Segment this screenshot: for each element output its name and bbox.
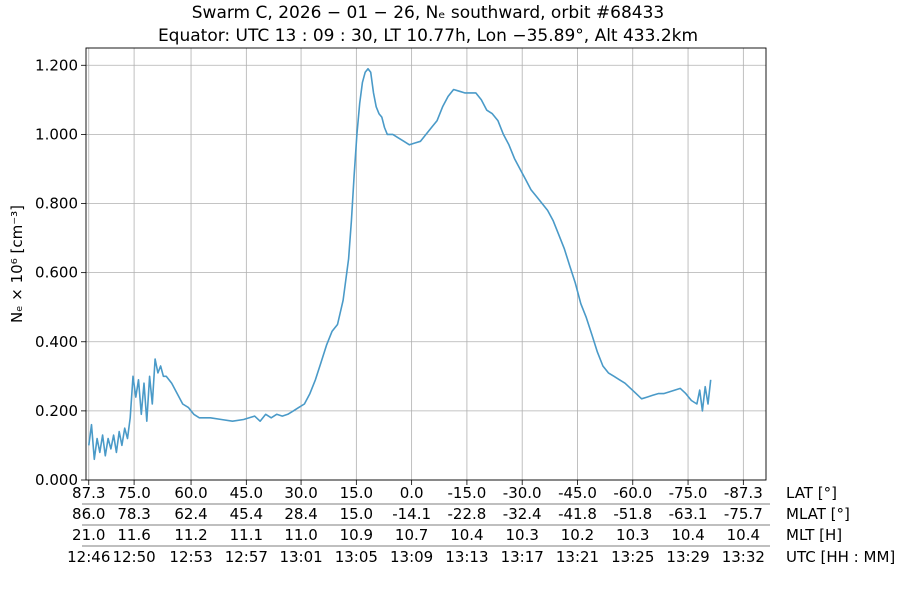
x-row-label: 15.0 xyxy=(340,484,373,502)
y-tick-label: 0.000 xyxy=(35,471,78,489)
x-row-label: 13:21 xyxy=(556,548,599,566)
y-tick-label: 0.600 xyxy=(35,264,78,282)
chart-title-line-2: Equator: UTC 13 : 09 : 30, LT 10.77h, Lo… xyxy=(158,26,698,46)
x-row-label: 15.0 xyxy=(340,505,373,523)
x-row-label: 10.7 xyxy=(395,526,428,544)
x-row-label: 10.4 xyxy=(450,526,483,544)
x-row-label: -63.1 xyxy=(669,505,708,523)
plot-frame xyxy=(85,47,767,481)
data-series xyxy=(88,67,712,461)
x-row-label: -45.0 xyxy=(558,484,597,502)
x-row-label: 12:53 xyxy=(169,548,212,566)
x-row-label: 13:01 xyxy=(279,548,322,566)
x-row-label: 13:25 xyxy=(611,548,654,566)
x-row-label: -51.8 xyxy=(613,505,652,523)
x-row-label: -75.7 xyxy=(724,505,763,523)
x-row-label: -60.0 xyxy=(613,484,652,502)
x-row-label: -32.4 xyxy=(503,505,542,523)
x-row-label: -22.8 xyxy=(448,505,487,523)
x-row-label: 45.0 xyxy=(230,484,263,502)
x-row-label: 12:46 xyxy=(67,548,110,566)
x-row-label: 13:05 xyxy=(335,548,378,566)
x-row-name: MLAT [°] xyxy=(786,505,850,523)
grid-lines xyxy=(86,48,766,481)
y-tick-label: 0.400 xyxy=(35,333,78,351)
y-axis-label: Nₑ × 10⁶ [cm⁻³] xyxy=(8,205,26,323)
x-row-label: 87.3 xyxy=(72,484,105,502)
x-row-label: -75.0 xyxy=(669,484,708,502)
x-row-label: 13:13 xyxy=(445,548,488,566)
x-row-label: -41.8 xyxy=(558,505,597,523)
x-row-label: 13:09 xyxy=(390,548,433,566)
y-tick-label: 0.800 xyxy=(35,195,78,213)
x-row-label: -87.3 xyxy=(724,484,763,502)
x-row-label: 12:57 xyxy=(225,548,268,566)
x-row-label: 11.2 xyxy=(174,526,207,544)
x-row-label: 10.2 xyxy=(561,526,594,544)
x-row-label: 0.0 xyxy=(400,484,424,502)
y-tick-label: 0.200 xyxy=(35,402,78,420)
x-row-label: 30.0 xyxy=(284,484,317,502)
x-row-label: -15.0 xyxy=(448,484,487,502)
x-row-label: 11.6 xyxy=(117,526,150,544)
x-row-label: 13:32 xyxy=(722,548,765,566)
series-line xyxy=(88,67,712,461)
y-tick-label: 1.200 xyxy=(35,56,78,74)
x-row-name: UTC [HH : MM] xyxy=(786,548,895,566)
x-row-label: 75.0 xyxy=(117,484,150,502)
x-row-name: LAT [°] xyxy=(786,484,837,502)
chart-title-line-1: Swarm C, 2026 − 01 − 26, Nₑ southward, o… xyxy=(192,3,664,23)
x-row-label: 11.0 xyxy=(284,526,317,544)
x-row-label: 11.1 xyxy=(230,526,263,544)
x-row-label: -30.0 xyxy=(503,484,542,502)
x-row-label: 21.0 xyxy=(72,526,105,544)
x-row-label: 10.4 xyxy=(671,526,704,544)
x-row-label: 12:50 xyxy=(112,548,155,566)
x-row-label: 13:29 xyxy=(666,548,709,566)
x-label-rows: 87.3 75.0 60.0 45.0 30.0 15.0 0.0 -15.0 -30.0 -45… xyxy=(67,484,895,566)
x-row-label: 78.3 xyxy=(117,505,150,523)
y-tick-label: 1.000 xyxy=(35,125,78,143)
x-row-label: 10.3 xyxy=(616,526,649,544)
y-axis-ticks: 0.000 0.200 0.400 0.600 0.800 1.000 1.200 xyxy=(35,56,86,489)
x-row-label: 86.0 xyxy=(72,505,105,523)
x-row-label: 45.4 xyxy=(230,505,263,523)
x-row-label: 13:17 xyxy=(501,548,544,566)
x-row-label: 10.9 xyxy=(340,526,373,544)
x-row-label: 60.0 xyxy=(174,484,207,502)
x-axis-ticks xyxy=(88,480,744,485)
x-row-label: -14.1 xyxy=(392,505,431,523)
x-row-label: 62.4 xyxy=(174,505,207,523)
x-row-label: 28.4 xyxy=(284,505,317,523)
x-row-label: 10.4 xyxy=(727,526,760,544)
x-row-label: 10.3 xyxy=(505,526,538,544)
x-row-name: MLT [H] xyxy=(786,526,842,544)
